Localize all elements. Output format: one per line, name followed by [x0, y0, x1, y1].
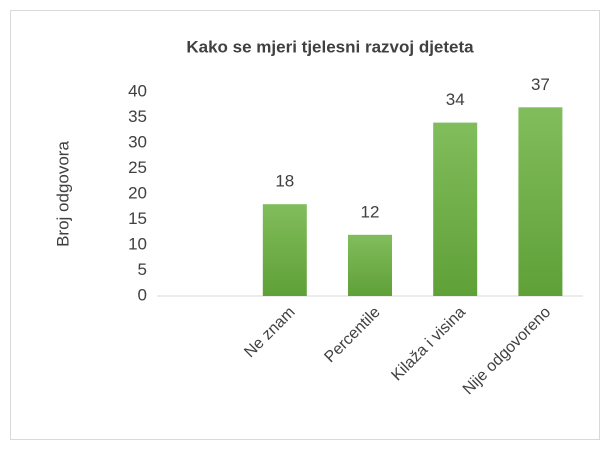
data-label: 34: [446, 90, 465, 109]
y-tick-label: 25: [128, 158, 147, 177]
y-tick-label: 30: [128, 132, 147, 151]
y-axis-label: Broj odgovora: [53, 141, 72, 247]
bar: [433, 122, 478, 296]
y-tick-label: 10: [128, 234, 147, 253]
bar: [348, 234, 392, 296]
y-tick-label: 35: [128, 107, 147, 126]
y-tick-label: 0: [138, 285, 147, 304]
data-label: 18: [275, 172, 294, 191]
data-label: 12: [361, 202, 380, 221]
y-tick-label: 40: [128, 81, 147, 100]
data-label: 37: [531, 75, 550, 94]
chart-title: Kako se mjeri tjelesni razvoj djeteta: [186, 37, 474, 56]
bar: [262, 204, 307, 296]
y-tick-label: 20: [128, 183, 147, 202]
y-tick-label: 15: [128, 209, 147, 228]
y-tick-label: 5: [138, 260, 147, 279]
bar: [518, 107, 563, 296]
